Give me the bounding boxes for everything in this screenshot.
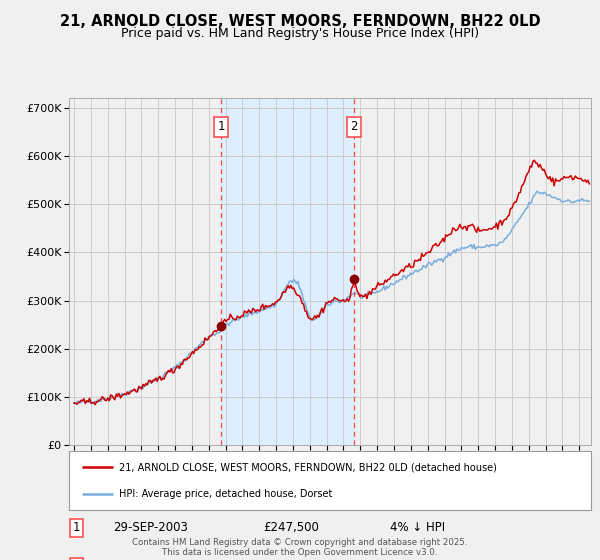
Text: Contains HM Land Registry data © Crown copyright and database right 2025.
This d: Contains HM Land Registry data © Crown c…: [132, 538, 468, 557]
Text: 2: 2: [350, 120, 358, 133]
Text: 1: 1: [218, 120, 225, 133]
Text: 21, ARNOLD CLOSE, WEST MOORS, FERNDOWN, BH22 0LD: 21, ARNOLD CLOSE, WEST MOORS, FERNDOWN, …: [59, 14, 541, 29]
Text: 1: 1: [73, 521, 80, 534]
Text: HPI: Average price, detached house, Dorset: HPI: Average price, detached house, Dors…: [119, 489, 332, 500]
FancyBboxPatch shape: [69, 451, 591, 510]
Bar: [221, 98, 355, 445]
Text: 21, ARNOLD CLOSE, WEST MOORS, FERNDOWN, BH22 0LD (detached house): 21, ARNOLD CLOSE, WEST MOORS, FERNDOWN, …: [119, 462, 496, 472]
Text: Price paid vs. HM Land Registry's House Price Index (HPI): Price paid vs. HM Land Registry's House …: [121, 27, 479, 40]
Text: £247,500: £247,500: [263, 521, 320, 534]
Text: 4% ↓ HPI: 4% ↓ HPI: [391, 521, 445, 534]
Text: 29-SEP-2003: 29-SEP-2003: [113, 521, 188, 534]
